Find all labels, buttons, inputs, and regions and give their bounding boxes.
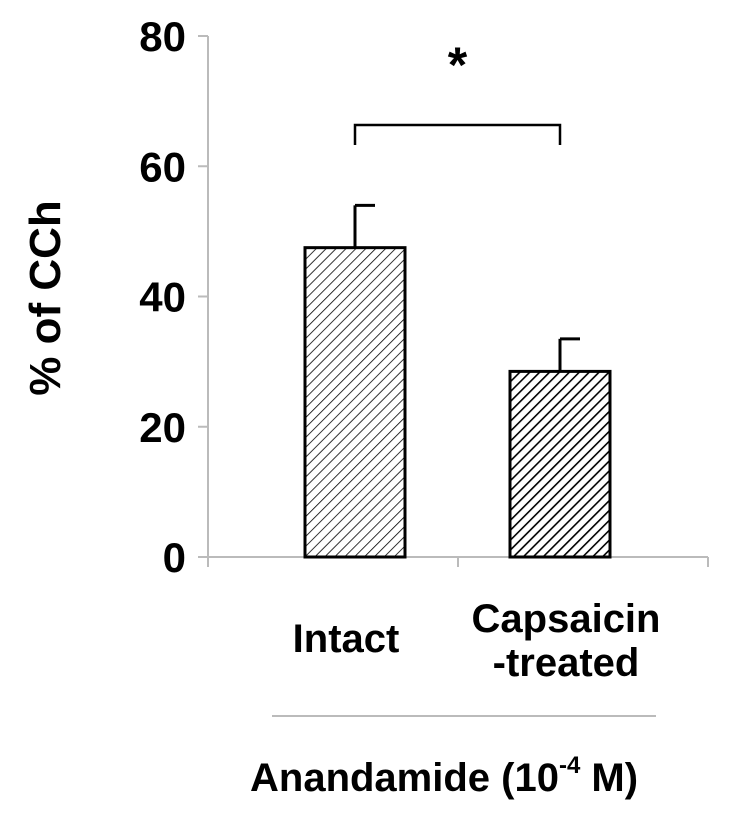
bar-capsaicin-treated [508,369,612,559]
x-tick-label-line: Capsaicin [471,597,661,641]
x-tick-label: Capsaicin -treated [446,597,686,685]
y-tick-label: 40 [139,274,186,321]
significance-marker: * [448,37,468,93]
group-label: Anandamide (10-4 M) [250,752,638,801]
significance-bracket [353,123,562,145]
y-tick-label: 60 [139,143,186,190]
x-tick-label-line: -treated [492,641,640,685]
x-tick-label: Intact [226,617,466,661]
axes: 0 20 40 60 80 [139,13,709,581]
y-tick-label: 20 [139,404,186,451]
y-axis-label: % of CCh [21,200,70,396]
annotations: * [272,37,656,717]
bars [303,203,612,559]
group-label-exponent: -4 [558,752,581,779]
group-label-suffix: M) [580,756,639,800]
group-label-text: Anandamide (10 [250,756,559,800]
bar-intact [303,246,407,559]
y-tick-label: 80 [139,13,186,60]
x-tick-label-line: Intact [292,617,400,661]
y-tick-label: 0 [163,534,186,581]
